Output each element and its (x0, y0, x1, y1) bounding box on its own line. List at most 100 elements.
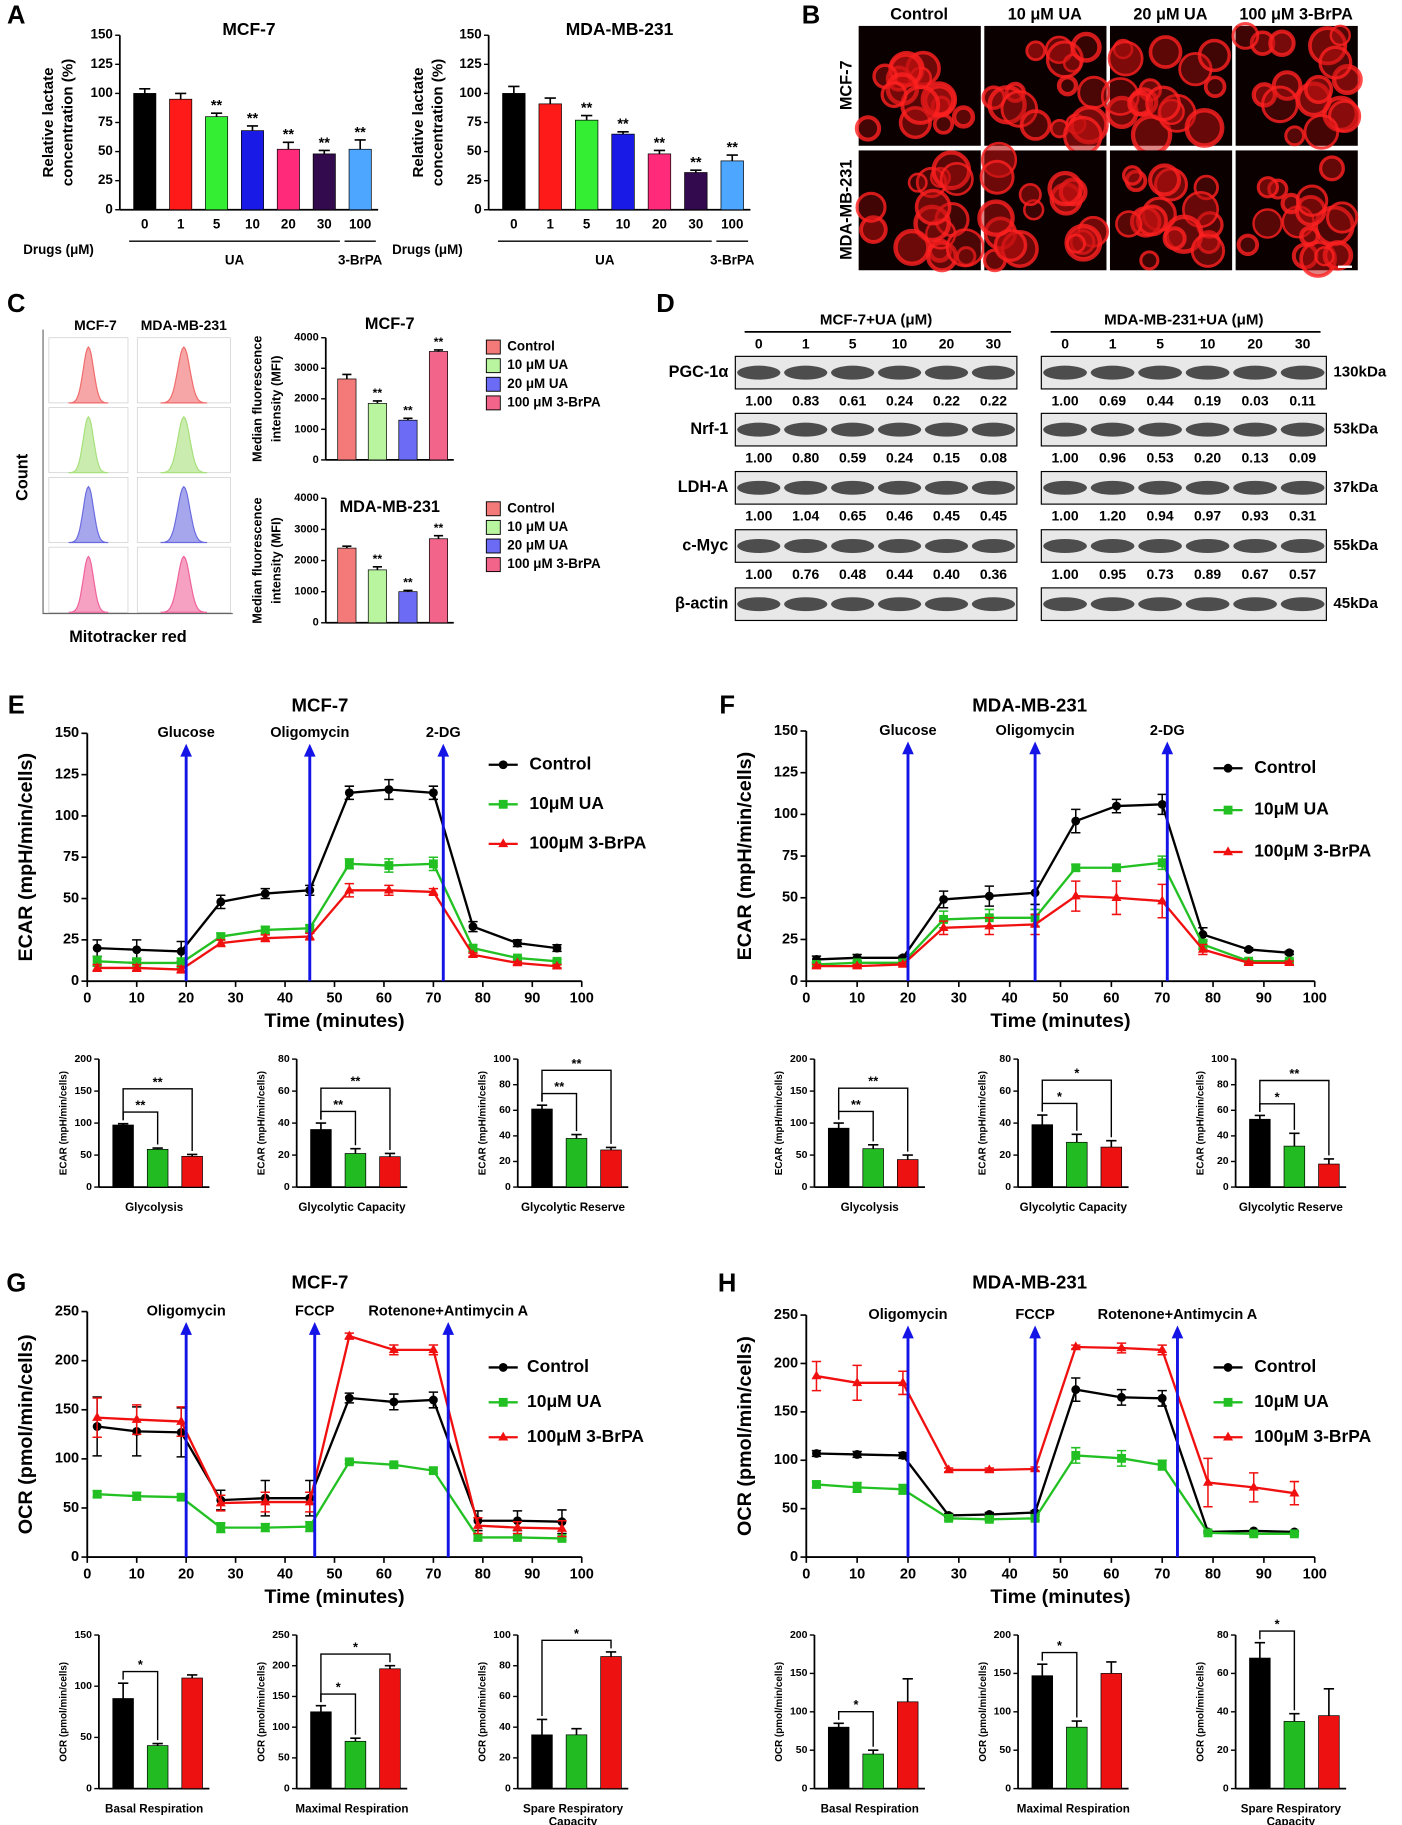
marker (260, 889, 270, 899)
x-axis-label: Time (minutes) (990, 1586, 1130, 1608)
marker (552, 960, 563, 970)
x-tick-label: 30 (317, 216, 332, 231)
cell-stain (945, 228, 985, 268)
band (924, 597, 969, 612)
series-line (97, 862, 558, 965)
band (737, 539, 781, 553)
y-tick-label: 0 (790, 973, 798, 989)
y-tick-label: 150 (790, 1668, 808, 1679)
marker (498, 760, 508, 770)
lane-label: 10 (1200, 335, 1216, 351)
x-tick-label: 0 (83, 1566, 91, 1582)
row-label: MDA-MB-231 (837, 160, 855, 260)
cell-stain (1314, 246, 1335, 267)
marker (498, 838, 509, 848)
y-tick-label: 60 (1217, 1105, 1229, 1116)
y-tick-label: 50 (278, 1753, 290, 1764)
error-bar (1106, 1139, 1117, 1148)
marker (1223, 763, 1233, 773)
y-tick-label: 100 (459, 85, 481, 100)
lane-label: 30 (986, 335, 1002, 351)
x-axis-label: Time (minutes) (264, 1586, 404, 1608)
panel-label: D (656, 290, 674, 318)
lane-label: 5 (849, 335, 857, 351)
marker (389, 1460, 399, 1470)
bar (647, 153, 672, 211)
error-bar (384, 1664, 396, 1669)
x-axis-label: Glycolysis (125, 1201, 183, 1214)
marker (1157, 895, 1168, 905)
x-tick-label: 80 (475, 1566, 491, 1582)
y-tick-label: 100 (774, 1452, 798, 1468)
error-bar (318, 149, 330, 154)
x-tick-label: 40 (1002, 1566, 1018, 1582)
x-tick-label: 20 (652, 216, 667, 231)
bar (1283, 1145, 1306, 1188)
column-label: MCF-7 (74, 317, 117, 333)
cell-stain (1066, 233, 1086, 254)
arrow-head (1161, 741, 1174, 755)
chart-title: MDA-MB-231 (972, 1272, 1087, 1293)
size-label: 45kDa (1333, 595, 1378, 612)
x-axis-label: Mitotracker red (69, 628, 187, 646)
marker (812, 1449, 821, 1458)
group-title: MCF-7+UA (μM) (820, 311, 932, 328)
x-axis-label: Spare Respiratory (523, 1803, 624, 1816)
legend-swatch (485, 339, 501, 355)
comparison-bracket (837, 1087, 909, 1152)
marker (344, 884, 355, 894)
legend-label: 100μM 3-BrPA (1254, 841, 1371, 861)
density-value: 0.03 (1242, 392, 1269, 408)
error-bar (342, 373, 352, 379)
band (1233, 480, 1277, 495)
band (1280, 597, 1325, 612)
y-tick-label: 150 (774, 723, 798, 739)
cell-stain (1000, 90, 1039, 128)
bar (502, 93, 526, 211)
marker (176, 1415, 187, 1425)
bar (827, 1127, 850, 1188)
marker (344, 859, 354, 869)
band (971, 422, 1016, 437)
x-tick-label: 90 (524, 1566, 540, 1582)
significance: * (1275, 1617, 1280, 1632)
significance: * (1057, 1638, 1062, 1653)
marker (428, 1466, 438, 1476)
panel-label: C (7, 290, 25, 318)
marker (1157, 1393, 1167, 1403)
y-tick-label: 20 (278, 1150, 290, 1161)
error-bar (403, 417, 413, 421)
y-tick-label: 25 (63, 932, 79, 948)
comparison-bracket (1041, 1079, 1113, 1138)
band (1090, 480, 1135, 495)
band (1233, 597, 1277, 612)
marker (468, 943, 478, 953)
cell-stain (1025, 40, 1047, 62)
error-bar (1037, 1114, 1048, 1125)
error-bar (902, 1677, 913, 1702)
band (1185, 480, 1230, 495)
y-tick-label: 100 (493, 1630, 511, 1641)
y-tick-label: 0 (790, 1549, 798, 1565)
marker (1070, 890, 1081, 900)
injection-label: Glucose (879, 723, 936, 739)
panel-label: A (7, 1, 25, 29)
error-bar (1254, 1641, 1266, 1659)
significance: ** (135, 1098, 145, 1113)
y-tick-label: 0 (313, 454, 319, 466)
blot-frame (734, 355, 1018, 390)
y-tick-label: 0 (86, 1182, 92, 1193)
legend-label: Control (1254, 757, 1316, 777)
x-tick-label: 20 (178, 1566, 194, 1582)
size-label: 55kDa (1333, 537, 1378, 554)
marker (132, 945, 142, 955)
marker (260, 1523, 270, 1533)
y-axis-label: OCR (pmol/min/cells) (978, 1662, 989, 1762)
cell-stain (1295, 184, 1329, 217)
bar (600, 1656, 622, 1789)
arrow-head (1029, 1325, 1041, 1339)
bar (600, 1149, 622, 1188)
y-tick-label: 20 (1217, 1156, 1229, 1167)
y-axis-label: ECAR (mpH/min/cells) (477, 1071, 488, 1175)
group-title: MDA-MB-231+UA (μM) (1104, 311, 1263, 328)
